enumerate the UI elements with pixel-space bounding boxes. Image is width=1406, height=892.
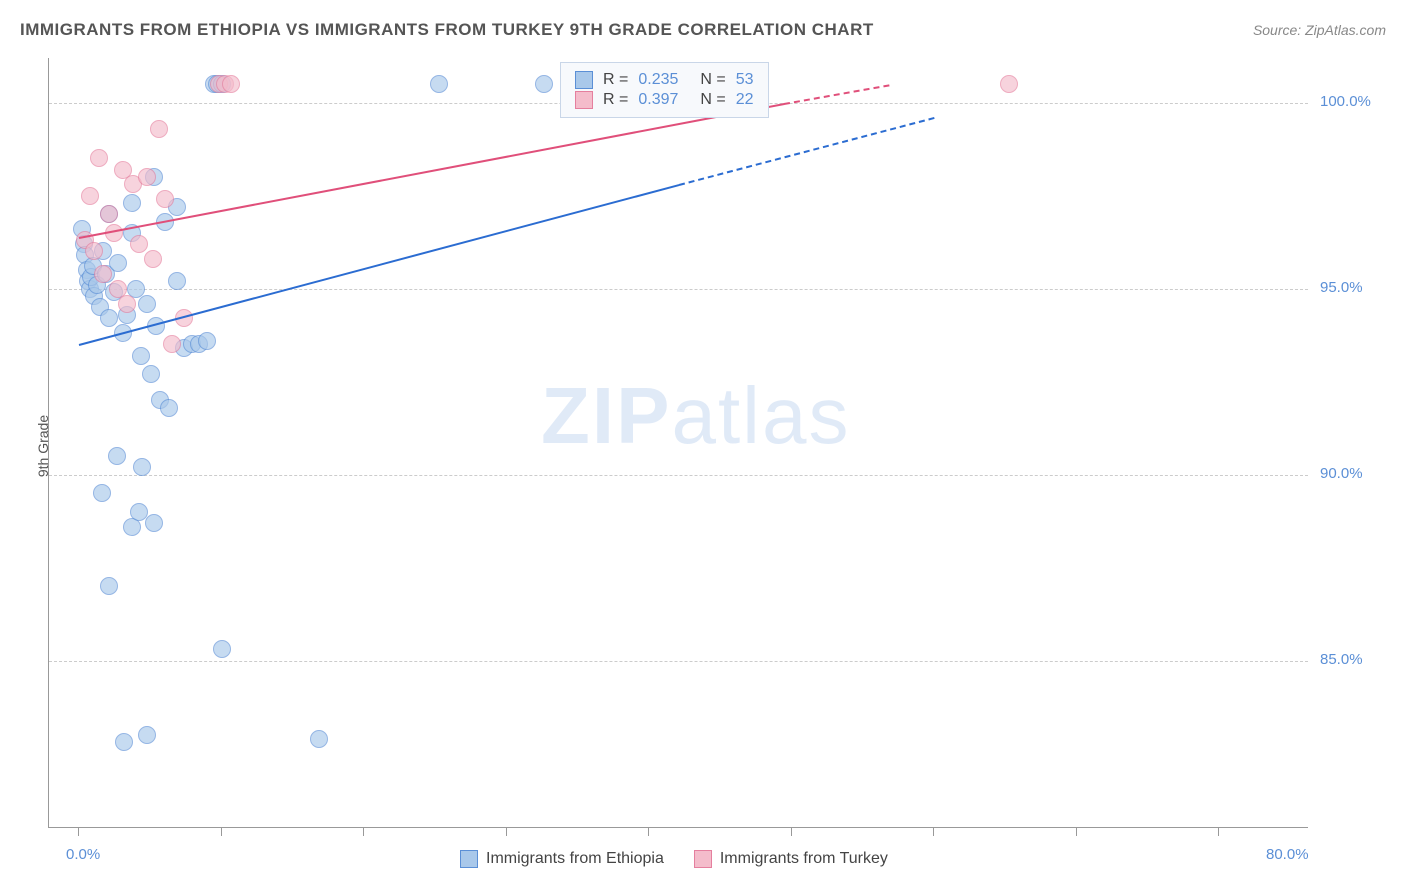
bottom-legend: Immigrants from Ethiopia Immigrants from … bbox=[460, 850, 888, 868]
r-value: 0.235 bbox=[638, 71, 678, 89]
scatter-point bbox=[138, 168, 156, 186]
scatter-point bbox=[222, 75, 240, 93]
watermark-rest: atlas bbox=[671, 371, 850, 460]
scatter-point bbox=[85, 242, 103, 260]
scatter-point bbox=[156, 190, 174, 208]
x-tick-mark bbox=[363, 828, 364, 836]
scatter-point bbox=[109, 254, 127, 272]
scatter-point bbox=[160, 399, 178, 417]
x-tick-mark bbox=[506, 828, 507, 836]
y-tick-label: 95.0% bbox=[1320, 279, 1400, 296]
scatter-point bbox=[100, 205, 118, 223]
scatter-point bbox=[144, 250, 162, 268]
r-value: 0.397 bbox=[638, 91, 678, 109]
x-tick-label: 80.0% bbox=[1266, 846, 1309, 863]
y-tick-label: 90.0% bbox=[1320, 465, 1400, 482]
gridline-horizontal bbox=[49, 475, 1308, 476]
x-tick-mark bbox=[791, 828, 792, 836]
gridline-horizontal bbox=[49, 289, 1308, 290]
x-tick-mark bbox=[1218, 828, 1219, 836]
legend-item: Immigrants from Turkey bbox=[694, 850, 888, 868]
scatter-point bbox=[142, 365, 160, 383]
x-tick-mark bbox=[221, 828, 222, 836]
n-value: 22 bbox=[736, 91, 754, 109]
scatter-point bbox=[150, 120, 168, 138]
legend-label: Immigrants from Ethiopia bbox=[486, 850, 664, 868]
scatter-point bbox=[310, 730, 328, 748]
scatter-point bbox=[430, 75, 448, 93]
trend-line bbox=[79, 103, 784, 239]
scatter-point bbox=[115, 733, 133, 751]
chart-source: Source: ZipAtlas.com bbox=[1253, 22, 1386, 38]
trend-line-dashed bbox=[679, 118, 935, 187]
gridline-horizontal bbox=[49, 661, 1308, 662]
scatter-point bbox=[145, 514, 163, 532]
scatter-point bbox=[123, 194, 141, 212]
legend-label: Immigrants from Turkey bbox=[720, 850, 888, 868]
legend-swatch bbox=[694, 850, 712, 868]
r-label: R = bbox=[603, 91, 628, 109]
scatter-point bbox=[100, 309, 118, 327]
scatter-point bbox=[198, 332, 216, 350]
correlation-stats-box: R = 0.235 N = 53 R = 0.397 N = 22 bbox=[560, 62, 769, 118]
x-tick-mark bbox=[648, 828, 649, 836]
stats-row: R = 0.397 N = 22 bbox=[575, 91, 754, 109]
scatter-point bbox=[132, 347, 150, 365]
scatter-point bbox=[1000, 75, 1018, 93]
watermark-bold: ZIP bbox=[541, 371, 671, 460]
x-tick-label: 0.0% bbox=[66, 846, 100, 863]
scatter-point bbox=[90, 149, 108, 167]
scatter-point bbox=[138, 295, 156, 313]
scatter-point bbox=[100, 577, 118, 595]
legend-item: Immigrants from Ethiopia bbox=[460, 850, 664, 868]
n-label: N = bbox=[700, 91, 725, 109]
scatter-point bbox=[163, 335, 181, 353]
n-value: 53 bbox=[736, 71, 754, 89]
scatter-point bbox=[94, 265, 112, 283]
scatter-point bbox=[133, 458, 151, 476]
x-tick-mark bbox=[1076, 828, 1077, 836]
watermark: ZIPatlas bbox=[541, 370, 850, 462]
x-tick-mark bbox=[78, 828, 79, 836]
n-label: N = bbox=[700, 71, 725, 89]
trend-line-dashed bbox=[784, 84, 889, 105]
scatter-point bbox=[118, 295, 136, 313]
scatter-point bbox=[93, 484, 111, 502]
scatter-point bbox=[81, 187, 99, 205]
scatter-point bbox=[108, 447, 126, 465]
y-tick-label: 100.0% bbox=[1320, 93, 1400, 110]
series-swatch bbox=[575, 71, 593, 89]
scatter-plot-area: ZIPatlas bbox=[48, 58, 1308, 828]
scatter-point bbox=[168, 272, 186, 290]
scatter-point bbox=[138, 726, 156, 744]
chart-header: IMMIGRANTS FROM ETHIOPIA VS IMMIGRANTS F… bbox=[20, 20, 1386, 40]
y-tick-label: 85.0% bbox=[1320, 651, 1400, 668]
scatter-point bbox=[130, 235, 148, 253]
r-label: R = bbox=[603, 71, 628, 89]
scatter-point bbox=[213, 640, 231, 658]
scatter-point bbox=[535, 75, 553, 93]
stats-row: R = 0.235 N = 53 bbox=[575, 71, 754, 89]
chart-title: IMMIGRANTS FROM ETHIOPIA VS IMMIGRANTS F… bbox=[20, 20, 874, 40]
legend-swatch bbox=[460, 850, 478, 868]
x-tick-mark bbox=[933, 828, 934, 836]
series-swatch bbox=[575, 91, 593, 109]
